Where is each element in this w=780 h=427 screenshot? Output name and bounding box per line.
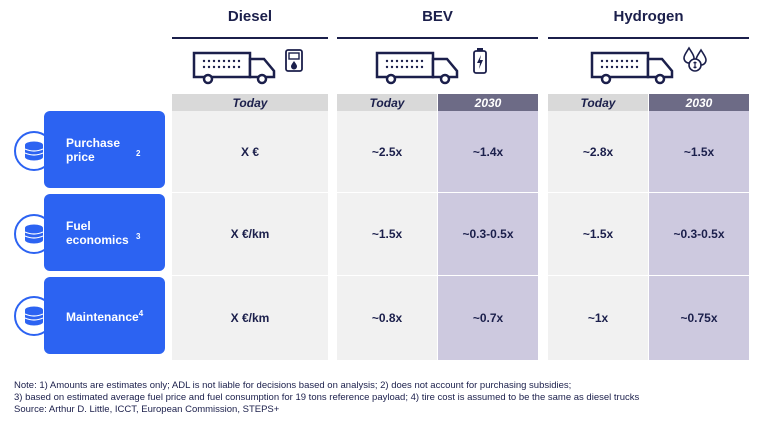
row-label-text: Purchase price [66,135,121,164]
hydrogen-today-column [548,111,648,360]
note-line: 3) based on estimated average fuel price… [14,392,640,403]
bev-rule [337,37,538,39]
row-label-text: Maintenance [66,310,139,324]
row-label-maintenance: Maintenance4 [44,277,165,354]
row-label-text: Fuel economics [66,218,129,247]
cell-maintenance-hydrogen-today: ~1x [587,311,609,325]
note-line: Note: 1) Amounts are estimates only; ADL… [14,380,572,391]
footnote-marker: 4 [138,309,144,318]
row-label-purchase-price: Purchase price 2 [44,111,165,188]
diesel-today-column [172,111,328,360]
bev-title: BEV [422,8,453,25]
bev-truck-icon [373,48,463,86]
diesel-truck-icon [190,48,280,86]
diesel-title: Diesel [227,8,273,25]
cell-purchase-diesel-today: X € [240,144,259,159]
cell-purchase-bev-today: ~2.5x [371,144,403,159]
row-divider [172,275,749,276]
source-line: Source: Arthur D. Little, ICCT, European… [14,404,280,415]
cell-maintenance-hydrogen-2030: ~0.75x [680,311,718,325]
cell-purchase-bev-2030: ~1.4x [472,144,504,159]
hydrogen-drops-icon [680,44,710,74]
footnotes: Note: 1) Amounts are estimates only; ADL… [14,380,774,416]
bev-2030-column [438,111,538,360]
bev-header-today: Today [337,94,437,111]
row-label-fuel-economics: Fuel economics 3 [44,194,165,271]
cell-maintenance-bev-2030: ~0.7x [472,311,504,325]
cell-fuel-hydrogen-today: ~1.5x [582,227,614,241]
row-divider [172,192,749,193]
hydrogen-truck-icon [588,48,678,86]
cell-purchase-hydrogen-2030: ~1.5x [683,144,715,159]
diesel-header-today: Today [172,94,328,111]
cell-fuel-bev-2030: ~0.3-0.5x [462,227,514,241]
hydrogen-header-today: Today [548,94,648,111]
hydrogen-header-2030: 2030 [649,94,749,111]
footnote-marker: 2 [136,148,141,158]
cell-fuel-hydrogen-2030: ~0.3-0.5x [673,227,725,241]
diesel-rule [172,37,328,39]
cell-maintenance-bev-today: ~0.8x [371,311,403,325]
hydrogen-title: Hydrogen [613,8,684,25]
hydrogen-2030-column [649,111,749,360]
cell-purchase-hydrogen-today: ~2.8x [582,144,614,159]
footnote-marker: 3 [136,231,141,241]
hydrogen-rule [548,37,749,39]
cell-maintenance-diesel-today: X €/km [230,311,270,325]
cell-fuel-bev-today: ~1.5x [371,227,403,241]
bev-header-2030: 2030 [438,94,538,111]
cell-fuel-diesel-today: X €/km [230,227,270,241]
bev-today-column [337,111,437,360]
battery-icon [470,46,490,76]
fuel-pump-icon [283,46,305,74]
